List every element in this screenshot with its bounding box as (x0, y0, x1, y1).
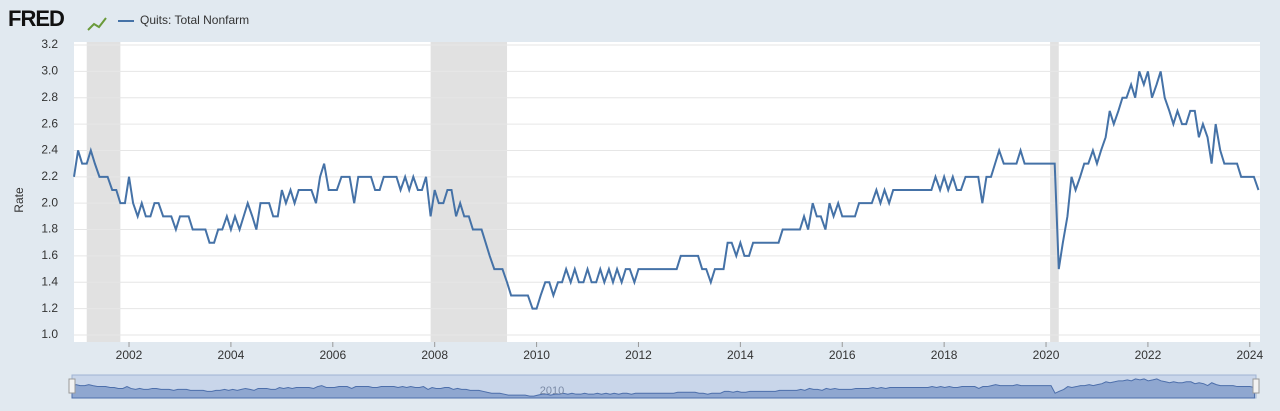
navigator-label: 2010 (540, 385, 564, 397)
legend-label: Quits: Total Nonfarm (140, 13, 249, 27)
x-tick-label: 2012 (625, 348, 652, 362)
y-tick-label: 1.6 (41, 248, 58, 262)
navigator-handle (1252, 378, 1260, 394)
y-tick-label: 1.4 (41, 274, 58, 288)
y-tick-label: 1.2 (41, 301, 58, 315)
y-tick-label: 1.0 (41, 327, 58, 341)
x-tick-label: 2002 (116, 348, 143, 362)
x-tick-label: 2022 (1135, 348, 1162, 362)
y-tick-label: 2.4 (41, 143, 58, 157)
x-tick-label: 2018 (931, 348, 958, 362)
logo-icon (87, 17, 107, 31)
x-tick-label: 2010 (523, 348, 550, 362)
y-tick-label: 3.0 (41, 64, 58, 78)
x-tick-label: 2008 (421, 348, 448, 362)
logo: FRED (8, 6, 64, 31)
y-tick-label: 2.6 (41, 116, 58, 130)
y-tick-label: 3.2 (41, 37, 58, 51)
navigator-area (71, 378, 1255, 399)
plot-area (74, 42, 1260, 342)
y-tick-label: 1.8 (41, 222, 58, 236)
x-tick-label: 2016 (829, 348, 856, 362)
y-axis-label: Rate (12, 187, 26, 213)
recession-band (86, 42, 121, 342)
x-tick-label: 2024 (1236, 348, 1263, 362)
navigator-handle (68, 378, 76, 394)
x-tick-label: 2006 (319, 348, 346, 362)
y-tick-label: 2.8 (41, 90, 58, 104)
x-tick-label: 2004 (218, 348, 245, 362)
recession-band (1050, 42, 1059, 342)
data-line (73, 71, 1260, 310)
y-tick-label: 2.0 (41, 195, 58, 209)
y-tick-label: 2.2 (41, 169, 58, 183)
x-tick-label: 2014 (727, 348, 754, 362)
recession-band (430, 42, 508, 342)
x-tick-label: 2020 (1033, 348, 1060, 362)
